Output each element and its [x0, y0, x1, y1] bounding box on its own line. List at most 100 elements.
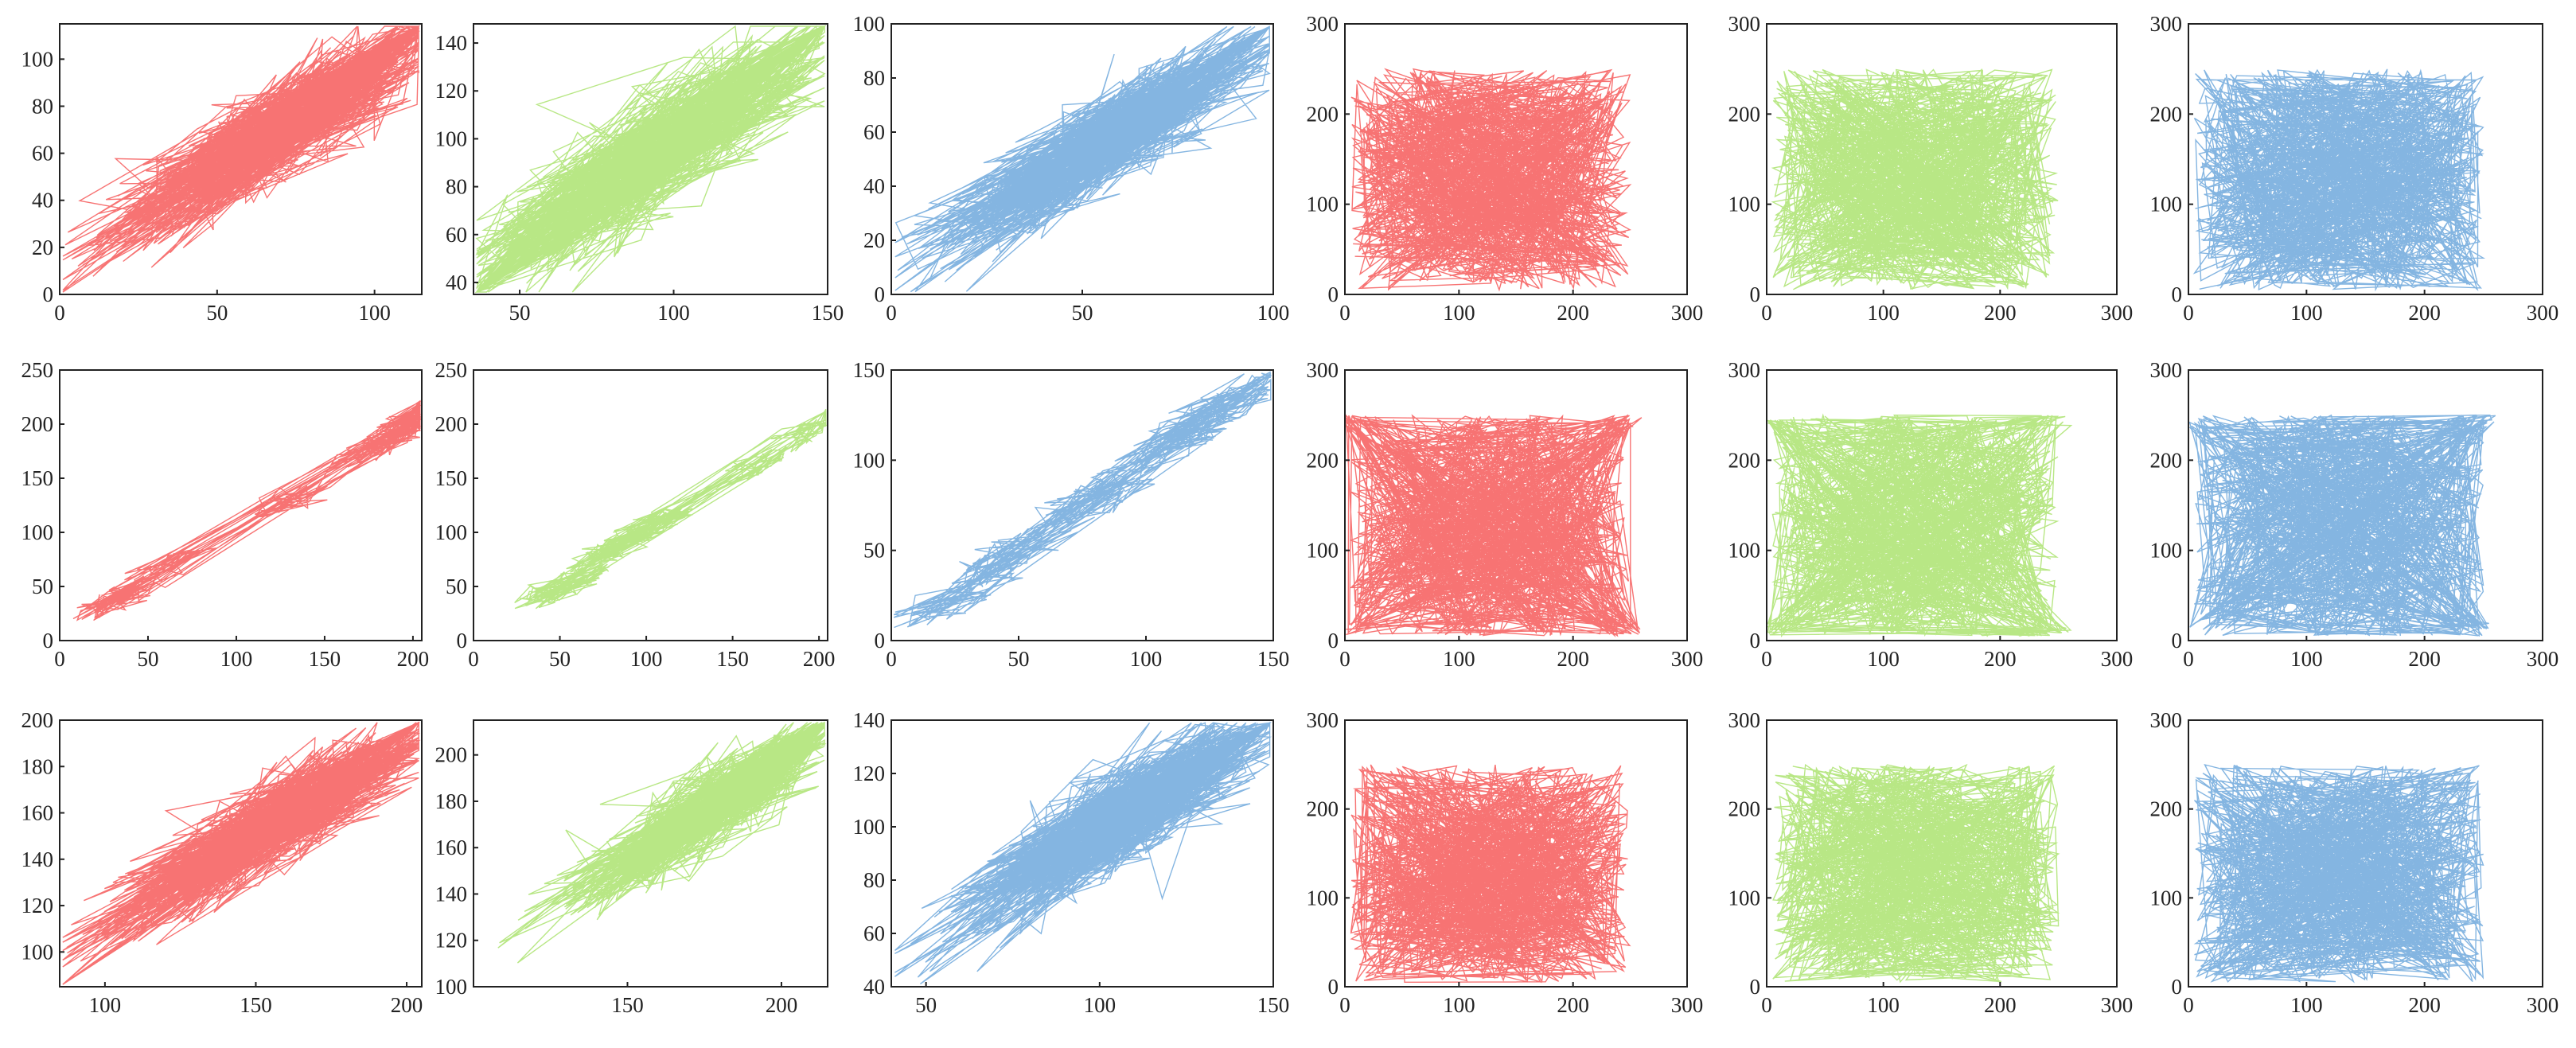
- plot-frame: [473, 369, 828, 641]
- x-tick-label: 100: [1867, 647, 1900, 671]
- x-tick-label: 0: [1761, 301, 1772, 325]
- x-tick-label: 100: [358, 301, 391, 325]
- plot-r2c3: 0 50 100 150 0 50 100 150: [853, 358, 1290, 671]
- y-tick-label: 100: [1307, 886, 1339, 910]
- x-tick-label: 150: [1257, 647, 1290, 671]
- y-tick-label: 0: [1750, 282, 1761, 306]
- x-tick-label: 150: [1257, 993, 1290, 1017]
- x-tick-label: 300: [2101, 647, 2134, 671]
- plot-r1c5: 0 100 200 300 0 100 200 300: [1728, 12, 2134, 325]
- y-tick-label: 100: [1728, 886, 1761, 910]
- plot-r2c1: 0 50 100 150 200 0 50 100 150 200 250: [21, 358, 430, 671]
- x-tick-label: 200: [397, 647, 430, 671]
- x-tick-label: 100: [1084, 993, 1117, 1017]
- series-line-r3c6: [2193, 763, 2484, 984]
- y-tick-label: 200: [1728, 102, 1761, 126]
- plot-frame: [1766, 719, 2118, 988]
- series-line-r1c1: [62, 25, 421, 293]
- y-tick-label: 250: [21, 358, 54, 382]
- series-line-r1c5: [1771, 68, 2059, 290]
- y-tick-label: 120: [435, 929, 468, 953]
- plot-r1c1: 0 50 100 0 20 40 60 80 100: [21, 23, 423, 325]
- plot-frame: [473, 719, 828, 988]
- y-tick-label: 100: [435, 975, 468, 999]
- x-tick-label: 100: [1867, 993, 1900, 1017]
- plot-r1c3: 0 50 100 0 20 40 60 80 100: [853, 12, 1290, 325]
- y-tick-label: 200: [1307, 102, 1339, 126]
- plot-frame: [890, 369, 1274, 641]
- series-line-r2c4: [1345, 414, 1643, 637]
- plot-frame: [1766, 23, 2118, 295]
- y-tick-label: 100: [1307, 539, 1339, 563]
- y-tick-label: 0: [875, 282, 886, 306]
- x-tick-label: 150: [812, 301, 844, 325]
- y-tick-label: 40: [446, 271, 467, 294]
- y-tick-label: 300: [1728, 358, 1761, 382]
- y-tick-label: 300: [1728, 708, 1761, 732]
- x-tick-label: 0: [2183, 647, 2194, 671]
- y-tick-label: 150: [853, 358, 886, 382]
- y-tick-label: 50: [863, 539, 885, 563]
- x-tick-label: 100: [1443, 301, 1475, 325]
- y-tick-label: 80: [863, 868, 885, 892]
- x-tick-label: 100: [1257, 301, 1290, 325]
- y-tick-label: 200: [2150, 102, 2183, 126]
- y-tick-label: 100: [2150, 193, 2183, 216]
- plot-r3c1: 100 150 200 100 120 140 160 180 200: [21, 708, 423, 1017]
- x-tick-label: 200: [1557, 993, 1589, 1017]
- plot-frame: [890, 719, 1274, 988]
- series-line-r2c3: [893, 371, 1272, 629]
- y-tick-label: 140: [435, 31, 468, 55]
- x-tick-label: 0: [1761, 647, 1772, 671]
- y-tick-label: 100: [21, 520, 54, 544]
- x-tick-label: 0: [1339, 301, 1350, 325]
- plot-r1c2: 50 100 150 40 60 80 100 120 140: [435, 23, 844, 325]
- y-tick-label: 160: [435, 836, 468, 859]
- x-tick-label: 0: [1339, 647, 1350, 671]
- y-tick-label: 0: [875, 629, 886, 653]
- series-line-r2c1: [72, 399, 422, 621]
- y-tick-label: 200: [2150, 797, 2183, 821]
- y-tick-label: 100: [1728, 193, 1761, 216]
- y-tick-label: 80: [32, 94, 53, 118]
- x-tick-label: 200: [2408, 993, 2441, 1017]
- x-tick-label: 100: [2290, 647, 2323, 671]
- y-tick-label: 200: [1307, 448, 1339, 472]
- y-tick-label: 20: [32, 236, 53, 259]
- y-tick-label: 200: [1307, 797, 1339, 821]
- x-tick-label: 200: [1984, 301, 2017, 325]
- y-tick-label: 40: [863, 975, 885, 999]
- plot-frame: [1344, 369, 1688, 641]
- x-tick-label: 300: [2527, 301, 2559, 325]
- y-tick-label: 80: [863, 66, 885, 90]
- x-tick-label: 50: [137, 647, 158, 671]
- x-tick-label: 0: [468, 647, 479, 671]
- plot-frame: [1766, 369, 2118, 641]
- x-tick-label: 300: [1671, 993, 1704, 1017]
- plot-frame: [1344, 23, 1688, 295]
- x-tick-label: 50: [1072, 301, 1093, 325]
- x-tick-label: 100: [1443, 647, 1475, 671]
- y-tick-label: 0: [1328, 629, 1339, 653]
- x-tick-label: 300: [2101, 993, 2134, 1017]
- y-tick-label: 300: [2150, 708, 2183, 732]
- y-tick-label: 50: [446, 575, 467, 598]
- series-line-r3c5: [1772, 763, 2060, 984]
- y-tick-label: 100: [21, 47, 54, 71]
- y-tick-label: 100: [435, 520, 468, 544]
- x-tick-label: 100: [89, 993, 122, 1017]
- x-tick-label: 150: [611, 993, 644, 1017]
- y-tick-label: 200: [435, 743, 468, 767]
- x-tick-label: 50: [509, 301, 531, 325]
- x-tick-label: 0: [2183, 993, 2194, 1017]
- y-tick-label: 200: [2150, 448, 2183, 472]
- x-tick-label: 200: [766, 993, 798, 1017]
- plot-frame: [59, 23, 423, 295]
- y-tick-label: 250: [435, 358, 468, 382]
- x-tick-label: 50: [549, 647, 571, 671]
- x-tick-label: 150: [309, 647, 341, 671]
- y-tick-label: 0: [43, 282, 54, 306]
- x-tick-label: 100: [2290, 301, 2323, 325]
- x-tick-label: 200: [2408, 301, 2441, 325]
